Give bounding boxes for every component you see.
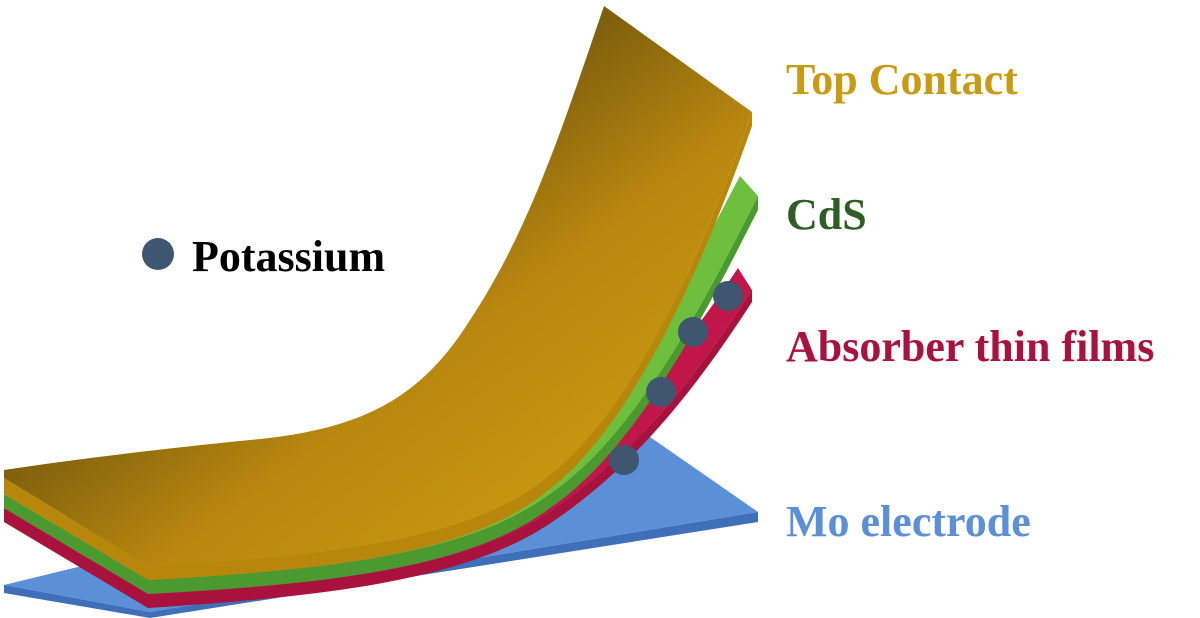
potassium-atom [678,317,708,347]
potassium-legend-dot [142,238,174,270]
potassium-atom [713,281,743,311]
potassium-atom [609,445,639,475]
top-contact-label: Top Contact [786,55,1018,104]
top-contact-top-face [4,6,752,566]
top-contact-layer [4,6,752,580]
mo-electrode-label: Mo electrode [786,497,1031,546]
absorber-label: Absorber thin films [786,322,1155,371]
cds-layer [4,176,758,594]
cds-top-face [4,176,758,580]
cds-label: CdS [786,190,867,239]
potassium-atom [646,377,676,407]
potassium-label: Potassium [192,232,386,281]
potassium-atoms [609,281,743,475]
top-contact-edge [4,112,752,580]
